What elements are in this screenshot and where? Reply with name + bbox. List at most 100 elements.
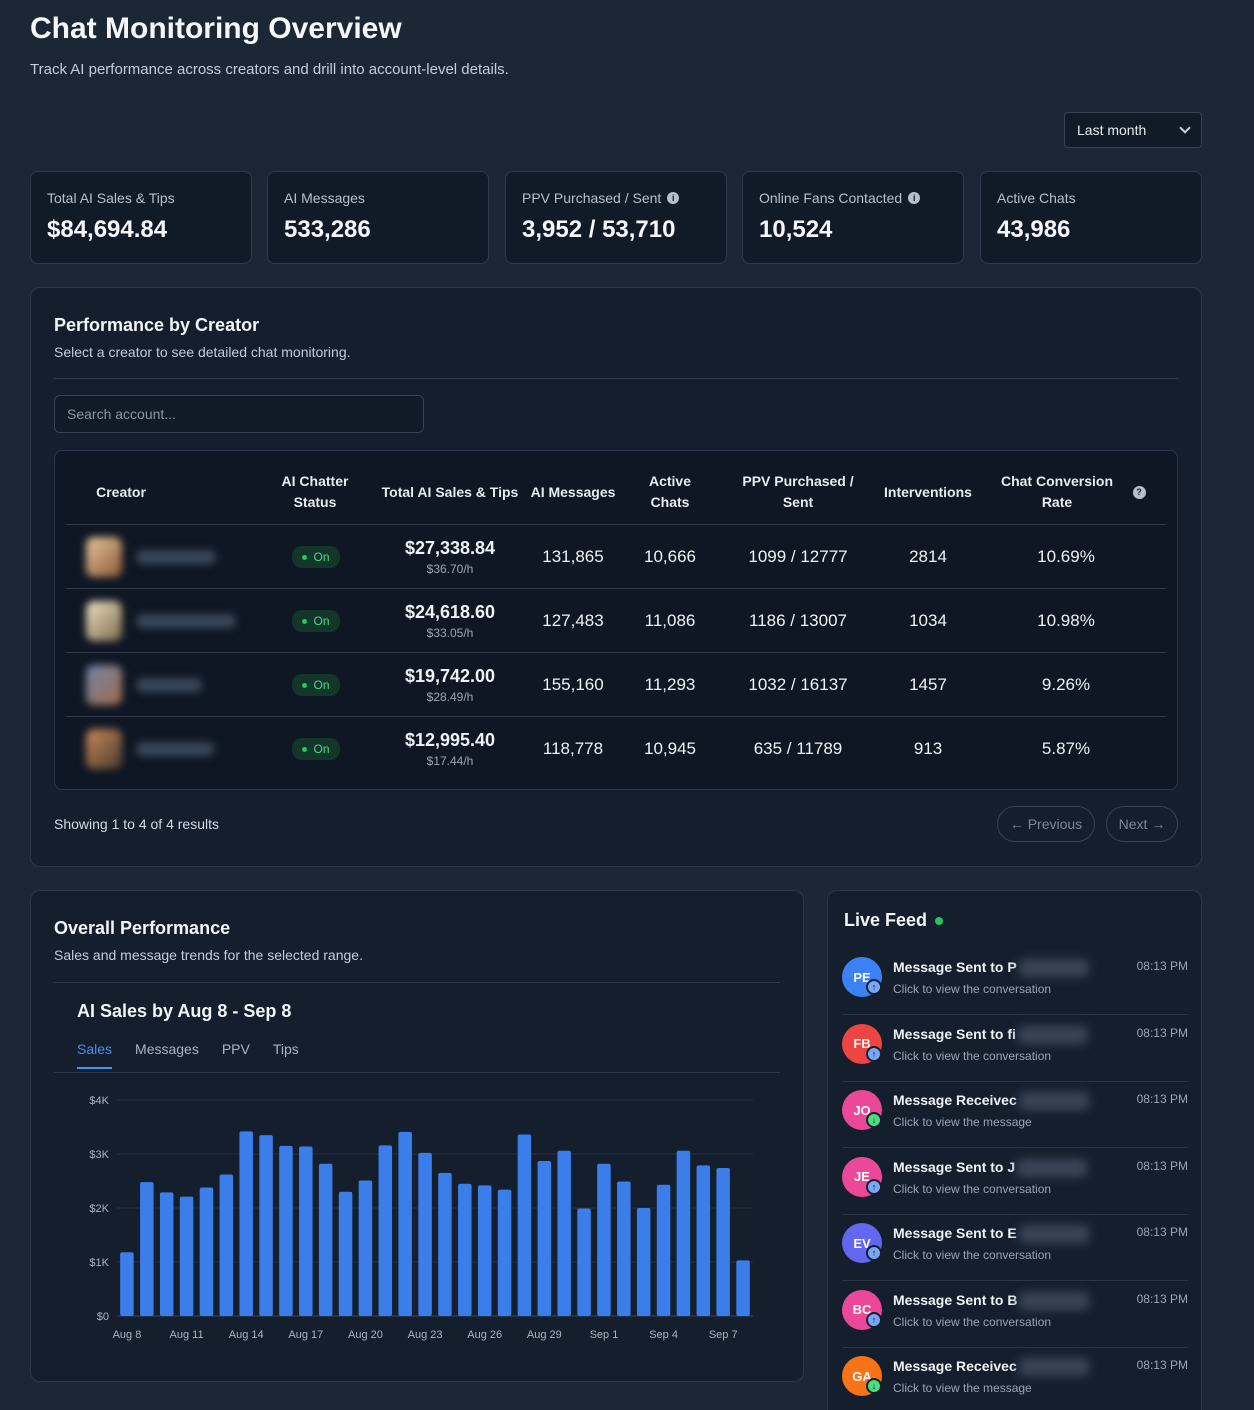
info-icon[interactable]: i: [667, 192, 680, 204]
bar[interactable]: [736, 1260, 750, 1316]
column-header-messages[interactable]: AI Messages: [530, 483, 616, 500]
bar[interactable]: [497, 1189, 512, 1316]
x-tick-label: Sep 4: [649, 1329, 678, 1341]
bar[interactable]: [438, 1172, 452, 1316]
creator-name: [136, 614, 236, 628]
column-header-interventions[interactable]: Interventions: [884, 483, 972, 500]
x-tick-label: Aug 14: [229, 1329, 264, 1341]
bar[interactable]: [458, 1183, 472, 1316]
feed-item[interactable]: PE ↑ Message Sent to P Click to view the co…: [842, 949, 1188, 1015]
kpi-label: AI Messages: [284, 190, 365, 206]
bar[interactable]: [398, 1131, 412, 1316]
x-tick-label: Aug 11: [170, 1329, 204, 1341]
ppv-value: 1186 / 13007: [749, 611, 847, 630]
bar[interactable]: [299, 1146, 313, 1316]
next-button[interactable]: Next →: [1106, 806, 1178, 842]
bar[interactable]: [557, 1150, 571, 1316]
date-range-select[interactable]: Last month: [1064, 112, 1202, 148]
tab-tips[interactable]: Tips: [272, 1041, 299, 1057]
kpi-value: 3,952 / 53,710: [522, 216, 676, 243]
arrow-down-icon: ↓: [866, 1378, 882, 1394]
kpi-value: 43,986: [997, 216, 1071, 243]
live-indicator-icon: [935, 916, 944, 925]
bar[interactable]: [676, 1150, 691, 1316]
bar[interactable]: [239, 1131, 253, 1316]
bar[interactable]: [159, 1192, 174, 1316]
feed-item[interactable]: JO ↓ Message Receivec Click to view the mes…: [842, 1082, 1188, 1148]
active-value: 10,945: [644, 739, 696, 758]
feed-subtitle: Click to view the conversation: [893, 982, 1052, 996]
feed-time: 08:13 PM: [1136, 1092, 1188, 1106]
table-row[interactable]: On $12,995.40 $17.44/h 118,778 10,945 635…: [66, 716, 1166, 780]
feed-item[interactable]: JE ↑ Message Sent to J Click to view the co…: [842, 1149, 1188, 1215]
bar[interactable]: [636, 1208, 651, 1316]
bar[interactable]: [120, 1252, 134, 1316]
bar[interactable]: [259, 1135, 273, 1316]
feed-time: 08:13 PM: [1136, 1225, 1188, 1239]
avatar: [86, 537, 122, 577]
kpi-total-sales: Total AI Sales & Tips $84,694.84: [30, 171, 252, 264]
bar[interactable]: [418, 1152, 432, 1316]
status-badge: On: [292, 610, 340, 632]
tab-messages[interactable]: Messages: [135, 1041, 199, 1057]
bar[interactable]: [199, 1187, 214, 1316]
hourly-rate: $28.49/h: [426, 690, 474, 704]
sales-value: $12,995.40: [404, 730, 496, 750]
bar[interactable]: [338, 1191, 353, 1316]
feed-title: Message Receivec: [893, 1358, 1089, 1377]
search-input[interactable]: [54, 395, 424, 433]
feed-title: Message Sent to E: [893, 1225, 1089, 1244]
bar[interactable]: [358, 1180, 373, 1316]
tab-sales[interactable]: Sales: [77, 1041, 113, 1069]
bar[interactable]: [179, 1196, 194, 1316]
sales-value: $24,618.60: [404, 602, 496, 622]
bar[interactable]: [140, 1182, 154, 1316]
messages-value: 118,778: [542, 739, 604, 758]
feed-time: 08:13 PM: [1136, 1158, 1188, 1173]
column-header-active[interactable]: Active Chats: [648, 473, 692, 510]
column-header-ppv[interactable]: PPV Purchased / Sent: [742, 473, 854, 510]
bar[interactable]: [537, 1161, 552, 1316]
bar[interactable]: [477, 1185, 492, 1316]
table-row[interactable]: On $27,338.84 $36.70/h 131,865 10,666 109…: [66, 524, 1166, 588]
bar[interactable]: [318, 1163, 333, 1316]
column-header-status[interactable]: AI Chatter Status: [281, 473, 349, 510]
avatar: [86, 601, 122, 641]
bar[interactable]: [517, 1134, 532, 1316]
feed-item[interactable]: BC ↑ Message Sent to B Click to view the co…: [842, 1282, 1188, 1348]
table-row[interactable]: On $24,618.60 $33.05/h 127,483 11,086 118…: [66, 588, 1166, 652]
page-subtitle: Track AI performance across creators and…: [30, 61, 509, 78]
x-tick-label: Sep 1: [590, 1329, 619, 1341]
info-icon[interactable]: i: [908, 192, 921, 204]
bar[interactable]: [279, 1145, 293, 1316]
live-feed-card: Live Feed PE ↑ Message Sent to P Click to v…: [827, 890, 1202, 1410]
feed-item[interactable]: GA ↓ Message Receivec Click to view the mes…: [842, 1348, 1188, 1410]
feed-item[interactable]: EV ↑ Message Sent to E Click to view the co…: [842, 1215, 1188, 1281]
column-header-conversion[interactable]: Chat Conversion Rate: [1000, 473, 1113, 510]
kpi-label: Total AI Sales & Tips: [47, 190, 175, 206]
feed-item[interactable]: FB ↑ Message Sent to fi Click to view the c…: [842, 1016, 1188, 1082]
section-title: Overall Performance: [54, 918, 231, 938]
table-row[interactable]: On $19,742.00 $28.49/h 155,160 11,293 103…: [66, 652, 1166, 716]
sales-value: $27,338.84: [404, 538, 496, 558]
x-tick-label: Aug 17: [288, 1329, 323, 1341]
bar[interactable]: [577, 1208, 591, 1316]
bar[interactable]: [696, 1165, 711, 1316]
kpi-label: PPV Purchased / Sent i: [522, 190, 710, 206]
bar[interactable]: [378, 1145, 393, 1316]
bar[interactable]: [219, 1174, 234, 1316]
bar[interactable]: [597, 1163, 611, 1316]
x-tick-label: Aug 8: [113, 1329, 142, 1341]
help-icon[interactable]: ?: [1132, 485, 1146, 499]
tab-ppv[interactable]: PPV: [221, 1041, 250, 1057]
status-badge: On: [292, 738, 340, 760]
column-header-creator[interactable]: Creator: [96, 483, 146, 500]
bar[interactable]: [656, 1184, 671, 1316]
y-tick-label: $0: [97, 1311, 109, 1323]
y-tick-label: $2K: [89, 1203, 109, 1215]
creator-name: [136, 742, 214, 756]
previous-button[interactable]: ← Previous: [997, 806, 1095, 842]
column-header-sales[interactable]: Total AI Sales & Tips: [381, 483, 519, 500]
bar[interactable]: [617, 1181, 631, 1316]
bar[interactable]: [716, 1168, 730, 1316]
